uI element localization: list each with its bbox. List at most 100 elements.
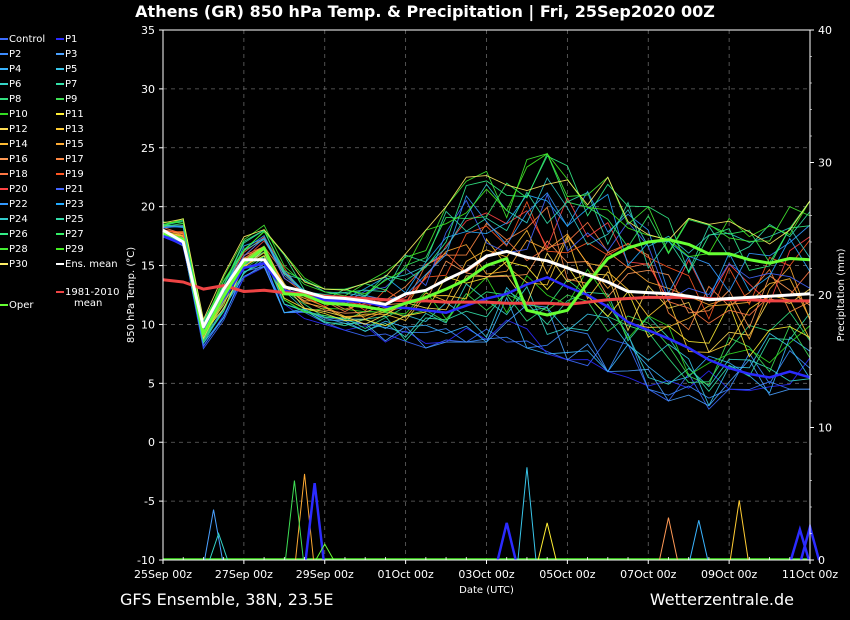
legend-swatch [0,68,8,70]
legend-swatch [56,248,64,250]
x-tick-label: 05Oct 00z [539,568,596,581]
legend-label: Oper [9,300,34,311]
legend-swatch [0,173,8,175]
member-line-p4 [162,234,811,394]
legend-swatch [56,53,64,55]
legend-swatch [0,218,8,220]
precip-spike [517,467,537,561]
legend-item-p19: P19 [56,169,84,180]
y-left-tick-label: 35 [141,24,155,37]
legend-swatch [0,113,8,115]
y-left-tick-label: 20 [141,201,155,214]
oper-line [162,231,811,336]
legend-swatch [0,38,8,40]
y-right-tick-label: 40 [818,24,832,37]
legend-swatch [56,173,64,175]
legend-label: P11 [65,109,84,120]
y-left-tick-label: -5 [144,495,155,508]
legend-swatch [0,143,8,145]
legend-swatch [0,203,8,205]
legend-swatch [56,203,64,205]
x-axis-label: Date (UTC) [459,585,514,596]
precip-spike [315,543,335,561]
legend-label: P29 [65,244,84,255]
x-tick-label: 03Oct 00z [458,568,515,581]
legend-label: P27 [65,229,84,240]
member-line-p1 [162,233,811,392]
legend-label: P10 [9,109,28,120]
legend-item-p21: P21 [56,184,84,195]
legend-label: P24 [9,214,28,225]
legend-item-p13: P13 [56,124,84,135]
legend-label: P1 [65,34,78,45]
legend-label: P4 [9,64,22,75]
legend-label: P2 [9,49,22,60]
y-right-tick-label: 10 [818,422,832,435]
member-line-p29 [162,153,811,326]
x-tick-label: 11Oct 00z [782,568,839,581]
legend-label: P9 [65,94,78,105]
legend-swatch [56,98,64,100]
legend-label: P21 [65,184,84,195]
precip-spike [284,480,304,561]
legend-swatch [0,53,8,55]
legend-item-p29: P29 [56,244,84,255]
legend-item-p6: P6 [0,79,21,90]
legend-swatch [0,233,8,235]
ens-mean-line [162,228,811,329]
legend-label: P19 [65,169,84,180]
legend-swatch [56,83,64,85]
y-left-tick-label: 15 [141,260,155,273]
legend-swatch [0,248,8,250]
y-right-tick-label: 20 [818,289,832,302]
member-line-p17 [162,206,811,337]
legend-swatch [0,128,8,130]
model-info: GFS Ensemble, 38N, 23.5E [120,590,334,609]
legend-label: P6 [9,79,22,90]
legend-label: P13 [65,124,84,135]
legend-label: Ens. mean [65,259,118,270]
legend-item-p26: P26 [0,229,28,240]
legend-label: P16 [9,154,28,165]
member-line-p23 [162,193,811,331]
source-credit: Wetterzentrale.de [649,590,794,609]
legend-swatch [56,158,64,160]
legend-item-oper: Oper [0,300,33,311]
legend-item-p23: P23 [56,199,84,210]
legend-item-p1: P1 [56,34,77,45]
legend-item-ens-mean: Ens. mean [56,259,118,270]
precip-spike [295,473,315,561]
legend-swatch [56,143,64,145]
legend-item-p2: P2 [0,49,21,60]
legend-label: P8 [9,94,22,105]
legend-clim-line: 1981-2010 [65,287,120,298]
y-left-axis-label: 850 hPa Temp. (°C) [126,247,137,343]
legend-swatch [56,188,64,190]
y-right-tick-label: 0 [818,554,825,567]
legend-item-p5: P5 [56,64,77,75]
legend-item-control: Control [0,34,45,45]
legend-swatch [56,113,64,115]
x-tick-label: 27Sep 00z [215,568,273,581]
legend-item-p25: P25 [56,214,84,225]
legend-swatch [56,38,64,40]
legend-label: Control [9,34,46,45]
y-right-axis-label: Precipitation (mm) [836,248,847,341]
legend-item-p15: P15 [56,139,84,150]
legend-label: P22 [9,199,28,210]
y-left-tick-label: 0 [148,436,155,449]
legend-label: P17 [65,154,84,165]
precip-spike [496,522,517,561]
legend-label: P3 [65,49,78,60]
legend-label: P18 [9,169,28,180]
legend-item-p9: P9 [56,94,77,105]
legend-item-p12: P12 [0,124,28,135]
y-right-tick-label: 30 [818,157,832,170]
legend-swatch [56,218,64,220]
legend-label: P26 [9,229,28,240]
precip-spike [209,531,229,561]
legend-label: P5 [65,64,78,75]
x-tick-label: 29Sep 00z [296,568,354,581]
legend-label: P20 [9,184,28,195]
grid [162,29,811,561]
